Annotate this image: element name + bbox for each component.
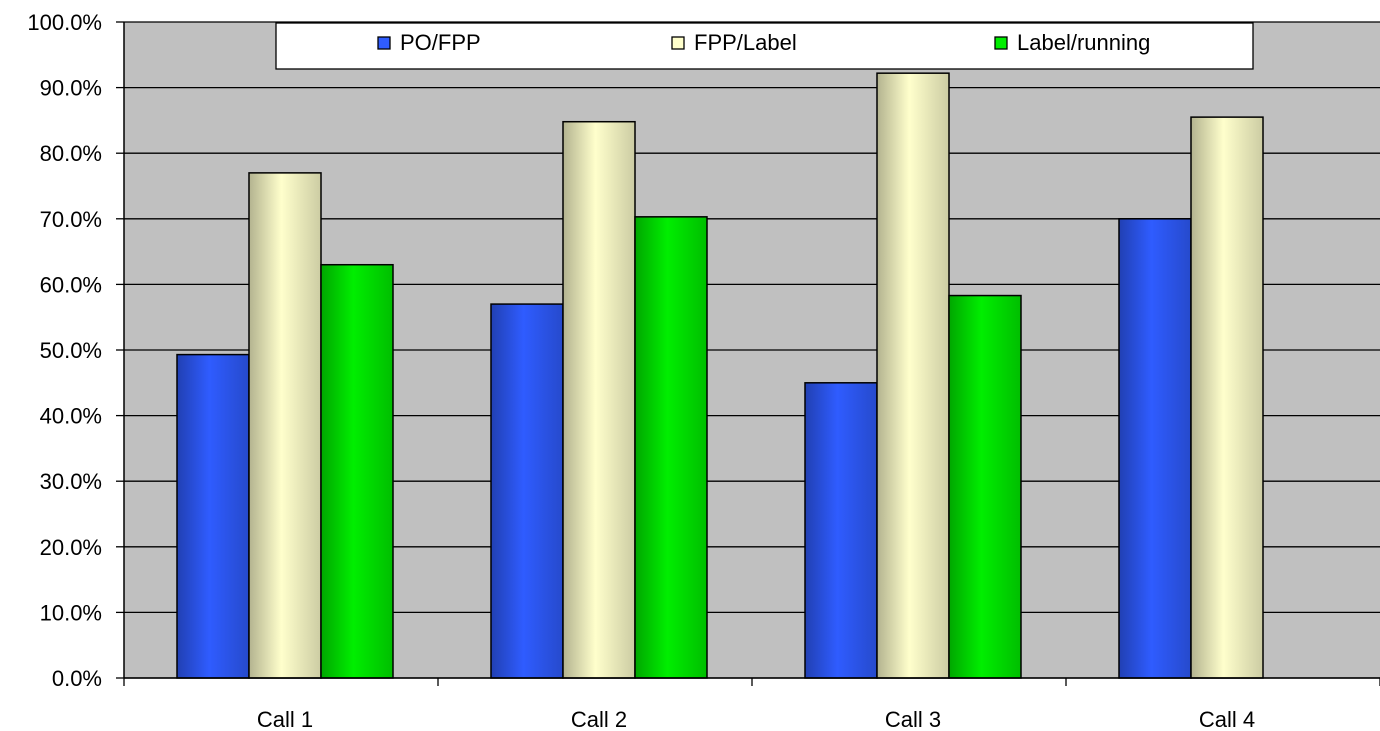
y-tick-labels: 0.0% 10.0% 20.0% 30.0% 40.0% 50.0% 60.0% 70.0% 8…	[27, 10, 124, 691]
bar-fpp-label-1	[248, 172, 322, 679]
x-tick-label: Call 3	[885, 707, 941, 731]
x-tick-label: Call 2	[571, 707, 627, 731]
legend-label: PO/FPP	[400, 30, 481, 55]
y-tick-label: 50.0%	[40, 338, 102, 363]
legend-label: FPP/Label	[694, 30, 797, 55]
y-tick-label: 30.0%	[40, 469, 102, 494]
bar-po-fpp-2	[490, 303, 564, 679]
y-tick-label: 40.0%	[40, 404, 102, 429]
y-tick-label: 60.0%	[40, 272, 102, 297]
bar-fpp-label-2	[562, 120, 636, 679]
y-tick-label: 80.0%	[40, 141, 102, 166]
legend: PO/FPP FPP/Label Label/running	[275, 22, 1254, 70]
bar-fpp-label-3	[876, 72, 950, 679]
legend-box	[275, 22, 1254, 70]
bar-po-fpp-4	[1118, 218, 1192, 679]
bar-label-running-1	[320, 263, 394, 679]
y-tick-label: 90.0%	[40, 76, 102, 101]
bar-label-running-3	[948, 294, 1022, 679]
legend-label: Label/running	[1017, 30, 1150, 55]
bar-fpp-label-4	[1190, 116, 1264, 679]
x-tick-label: Call 4	[1199, 707, 1255, 731]
y-tick-label: 20.0%	[40, 535, 102, 560]
x-tick-label: Call 1	[257, 707, 313, 731]
y-tick-label: 70.0%	[40, 207, 102, 232]
y-tick-label: 10.0%	[40, 600, 102, 625]
x-tick-labels: Call 1 Call 2 Call 3 Call 4	[123, 678, 1380, 731]
legend-swatch	[671, 36, 685, 50]
bar-po-fpp-1	[176, 353, 250, 679]
bar-label-running-2	[634, 216, 708, 679]
y-tick-label: 100.0%	[27, 10, 102, 35]
legend-swatch	[994, 36, 1008, 50]
y-tick-label: 0.0%	[52, 666, 102, 691]
bar-po-fpp-3	[804, 382, 878, 679]
legend-swatch	[377, 36, 391, 50]
bars	[176, 72, 1264, 679]
